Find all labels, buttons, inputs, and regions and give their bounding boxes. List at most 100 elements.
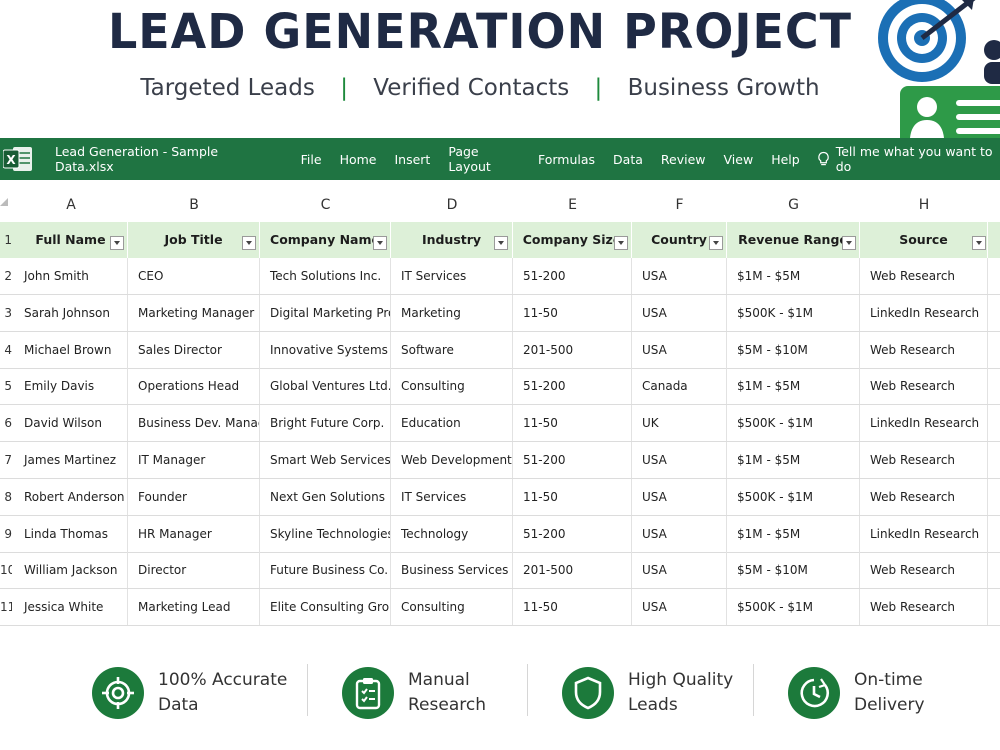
row-number[interactable]: 11 bbox=[0, 600, 12, 615]
filter-dropdown-full-name[interactable] bbox=[110, 236, 124, 250]
cell-source[interactable]: Web Research bbox=[860, 552, 988, 589]
filter-dropdown-company-name[interactable] bbox=[373, 236, 387, 250]
cell-company-name[interactable]: Bright Future Corp. bbox=[260, 405, 391, 442]
cell-company-size[interactable]: 51-200 bbox=[513, 368, 632, 405]
cell-country[interactable]: UK bbox=[632, 405, 727, 442]
cell-company-size[interactable]: 51-200 bbox=[513, 515, 632, 552]
cell-job-title[interactable]: Marketing Manager bbox=[128, 294, 260, 331]
cell-company-name[interactable]: Elite Consulting Group bbox=[260, 589, 391, 626]
cell-industry[interactable]: Software bbox=[391, 331, 513, 368]
row-number[interactable]: 8 bbox=[4, 489, 12, 504]
cell-revenue-range[interactable]: $500K - $1M bbox=[727, 405, 860, 442]
menu-home[interactable]: Home bbox=[339, 151, 377, 167]
tell-me-search[interactable]: Tell me what you want to do bbox=[809, 144, 1000, 174]
header-company-size[interactable]: Company Size bbox=[513, 222, 632, 258]
cell-country[interactable]: USA bbox=[632, 258, 727, 294]
cell-industry[interactable]: Marketing bbox=[391, 294, 513, 331]
cell-revenue-range[interactable]: $1M - $5M bbox=[727, 442, 860, 478]
cell-full-name[interactable]: Emily Davis bbox=[14, 368, 128, 405]
row-number[interactable]: 5 bbox=[4, 379, 12, 394]
cell-full-name[interactable]: David Wilson bbox=[14, 405, 128, 442]
cell-country[interactable]: USA bbox=[632, 515, 727, 552]
cell-job-title[interactable]: Founder bbox=[128, 478, 260, 515]
cell-company-size[interactable]: 51-200 bbox=[513, 442, 632, 478]
row-number[interactable]: 10 bbox=[0, 563, 12, 578]
row-number[interactable]: 2 bbox=[4, 269, 12, 283]
row-number[interactable]: 7 bbox=[4, 453, 12, 467]
column-letter-a[interactable]: A bbox=[66, 197, 76, 213]
header-revenue-range[interactable]: Revenue Range bbox=[727, 222, 860, 258]
column-letter-d[interactable]: D bbox=[446, 197, 458, 213]
cell-company-name[interactable]: Future Business Co. bbox=[260, 552, 391, 589]
menu-view[interactable]: View bbox=[723, 151, 754, 167]
cell-revenue-range[interactable]: $5M - $10M bbox=[727, 331, 860, 368]
cell-revenue-range[interactable]: $500K - $1M bbox=[727, 294, 860, 331]
cell-revenue-range[interactable]: $1M - $5M bbox=[727, 368, 860, 405]
column-letter-f[interactable]: F bbox=[675, 197, 684, 213]
cell-company-size[interactable]: 11-50 bbox=[513, 405, 632, 442]
cell-industry[interactable]: Consulting bbox=[391, 589, 513, 626]
row-number[interactable]: 1 bbox=[4, 233, 12, 247]
cell-source[interactable]: Web Research bbox=[860, 331, 988, 368]
cell-company-size[interactable]: 11-50 bbox=[513, 478, 632, 515]
cell-job-title[interactable]: CEO bbox=[128, 258, 260, 294]
cell-country[interactable]: Canada bbox=[632, 368, 727, 405]
cell-job-title[interactable]: IT Manager bbox=[128, 442, 260, 478]
row-number[interactable]: 9 bbox=[4, 526, 12, 541]
cell-company-name[interactable]: Tech Solutions Inc. bbox=[260, 258, 391, 294]
cell-revenue-range[interactable]: $500K - $1M bbox=[727, 589, 860, 626]
cell-company-name[interactable]: Global Ventures Ltd. bbox=[260, 368, 391, 405]
cell-industry[interactable]: Web Development bbox=[391, 442, 513, 478]
cell-revenue-range[interactable]: $1M - $5M bbox=[727, 258, 860, 294]
header-source[interactable]: Source bbox=[860, 222, 988, 258]
cell-industry[interactable]: Education bbox=[391, 405, 513, 442]
cell-source[interactable]: LinkedIn Research bbox=[860, 405, 988, 442]
cell-revenue-range[interactable]: $5M - $10M bbox=[727, 552, 860, 589]
header-company-name[interactable]: Company Name bbox=[260, 222, 391, 258]
menu-review[interactable]: Review bbox=[660, 151, 706, 167]
menu-help[interactable]: Help bbox=[771, 151, 800, 167]
cell-industry[interactable]: IT Services bbox=[391, 478, 513, 515]
column-letter-h[interactable]: H bbox=[918, 197, 930, 213]
cell-source[interactable]: Web Research bbox=[860, 589, 988, 626]
header-full-name[interactable]: Full Name bbox=[14, 222, 128, 258]
row-number[interactable]: 6 bbox=[4, 416, 12, 431]
column-letter-g[interactable]: G bbox=[788, 197, 799, 213]
cell-full-name[interactable]: John Smith bbox=[14, 258, 128, 294]
cell-full-name[interactable]: William Jackson bbox=[14, 552, 128, 589]
cell-company-name[interactable]: Innovative Systems bbox=[260, 331, 391, 368]
menu-data[interactable]: Data bbox=[613, 151, 643, 167]
cell-full-name[interactable]: James Martinez bbox=[14, 442, 128, 478]
header-industry[interactable]: Industry bbox=[391, 222, 513, 258]
cell-industry[interactable]: Technology bbox=[391, 515, 513, 552]
cell-industry[interactable]: Consulting bbox=[391, 368, 513, 405]
cell-source[interactable]: Web Research bbox=[860, 442, 988, 478]
cell-company-size[interactable]: 201-500 bbox=[513, 331, 632, 368]
cell-industry[interactable]: IT Services bbox=[391, 258, 513, 294]
filter-dropdown-revenue-range[interactable] bbox=[842, 236, 856, 250]
filter-dropdown-job-title[interactable] bbox=[242, 236, 256, 250]
cell-source[interactable]: Web Research bbox=[860, 258, 988, 294]
cell-job-title[interactable]: Marketing Lead bbox=[128, 589, 260, 626]
filter-dropdown-industry[interactable] bbox=[494, 236, 508, 250]
column-letter-e[interactable]: E bbox=[568, 197, 577, 213]
cell-job-title[interactable]: HR Manager bbox=[128, 515, 260, 552]
filter-dropdown-company-size[interactable] bbox=[614, 236, 628, 250]
excel-app-icon[interactable]: X bbox=[2, 145, 33, 173]
cell-company-name[interactable]: Digital Marketing Pro bbox=[260, 294, 391, 331]
cell-source[interactable]: LinkedIn Research bbox=[860, 515, 988, 552]
cell-company-size[interactable]: 201-500 bbox=[513, 552, 632, 589]
cell-source[interactable]: Web Research bbox=[860, 368, 988, 405]
cell-source[interactable]: LinkedIn Research bbox=[860, 294, 988, 331]
cell-company-name[interactable]: Smart Web Services bbox=[260, 442, 391, 478]
cell-country[interactable]: USA bbox=[632, 294, 727, 331]
cell-country[interactable]: USA bbox=[632, 442, 727, 478]
cell-country[interactable]: USA bbox=[632, 478, 727, 515]
menu-file[interactable]: File bbox=[300, 151, 322, 167]
cell-company-name[interactable]: Next Gen Solutions bbox=[260, 478, 391, 515]
header-job-title[interactable]: Job Title bbox=[128, 222, 260, 258]
cell-full-name[interactable]: Michael Brown bbox=[14, 331, 128, 368]
cell-country[interactable]: USA bbox=[632, 589, 727, 626]
cell-job-title[interactable]: Operations Head bbox=[128, 368, 260, 405]
menu-insert[interactable]: Insert bbox=[394, 151, 431, 167]
